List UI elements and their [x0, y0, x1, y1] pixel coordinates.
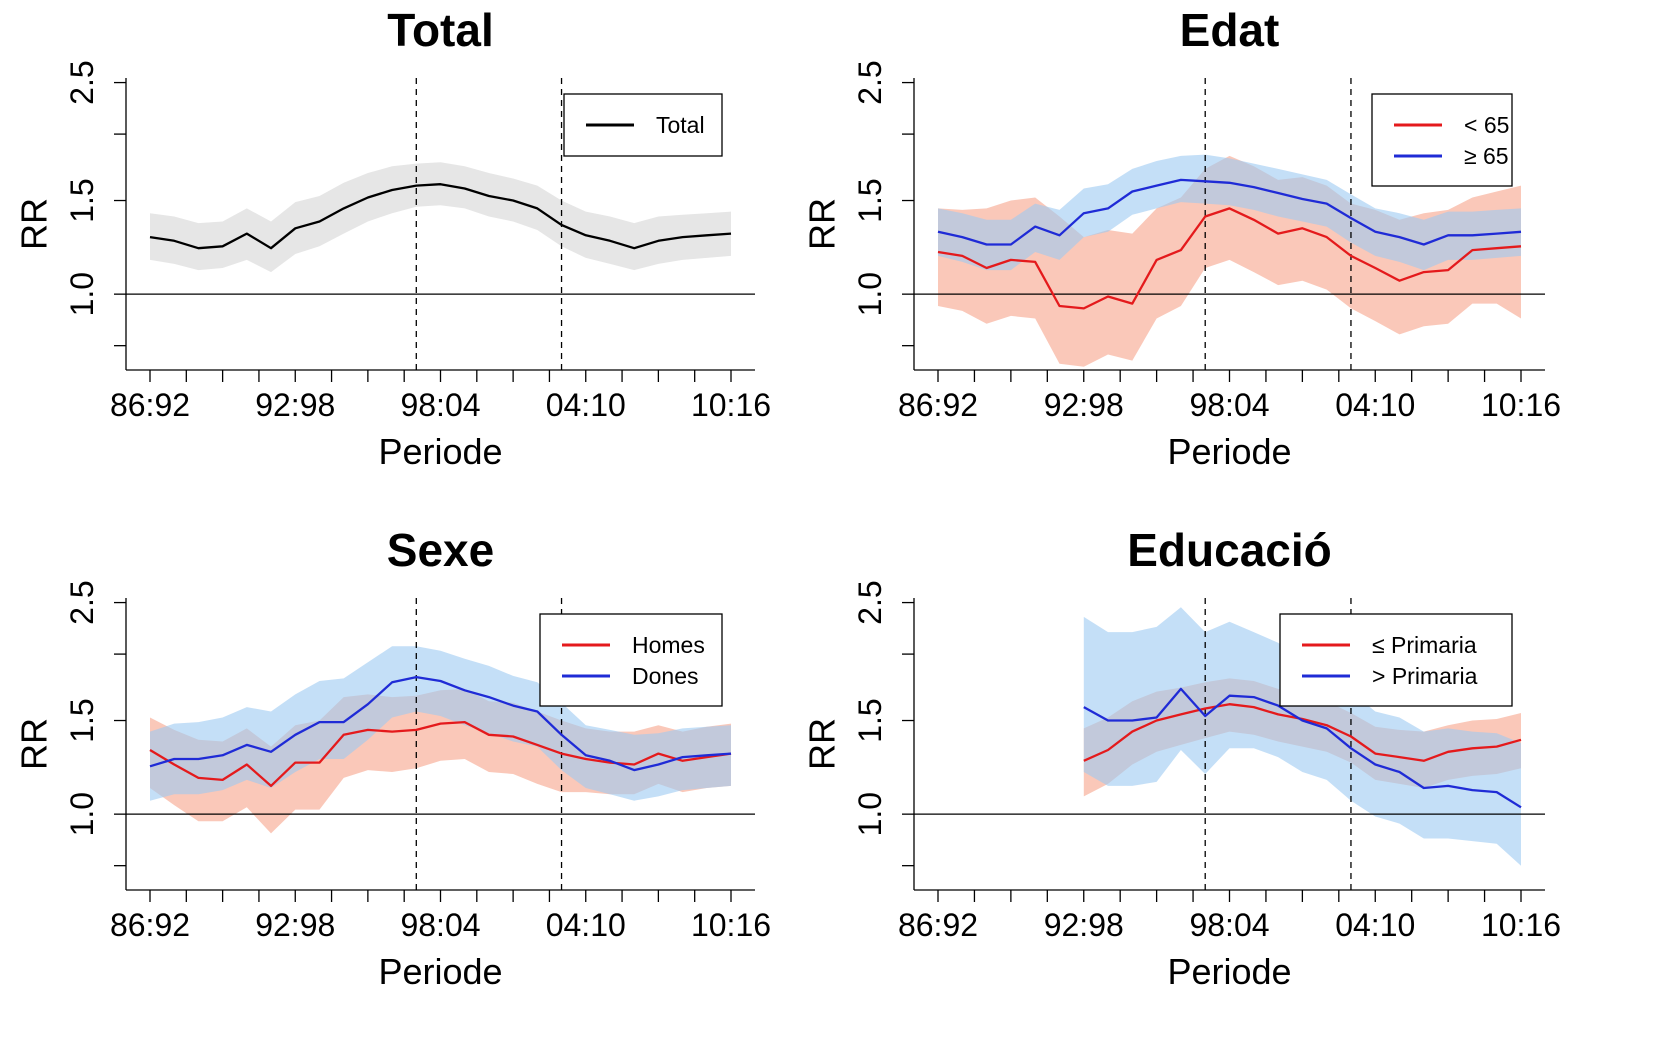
legend-label-2: ≥ 65: [1464, 143, 1509, 169]
series-line-2: [149, 675, 732, 772]
x-tick-label: 10:16: [1481, 907, 1561, 943]
panel-3: 1.0 1.5 2.5 86:92 92:98 98:04 04:10 10:16 Period…: [14, 524, 772, 992]
x-axis-title: Periode: [1167, 431, 1291, 472]
y-axis-title: RR: [14, 198, 55, 250]
x-tick-label: 98:04: [400, 907, 480, 943]
y-tick-label: 2.5: [64, 580, 100, 624]
legend-label-2: Dones: [632, 663, 698, 689]
y-tick-label: 2.5: [64, 60, 100, 104]
series-line-1: [149, 720, 732, 788]
panel-title: Educació: [1127, 524, 1332, 576]
ci-band-1: [150, 688, 731, 834]
series-line-2: [1083, 687, 1522, 809]
ci-band-1: [150, 162, 731, 273]
legend: Homes Dones: [539, 613, 723, 707]
y-tick-label: 1.0: [852, 272, 888, 316]
panel-title: Sexe: [387, 524, 494, 576]
series-line-1: [1083, 703, 1522, 762]
plot-area: [914, 598, 1545, 890]
legend-box: [1279, 613, 1513, 707]
panel-4: 1.0 1.5 2.5 86:92 92:98 98:04 04:10 10:16 Period…: [802, 524, 1562, 992]
legend-box: [1371, 93, 1513, 187]
plot-area: [126, 78, 755, 370]
y-tick-label: 1.0: [852, 792, 888, 836]
x-tick-label: 10:16: [1481, 387, 1561, 423]
y-tick-label: 1.0: [64, 272, 100, 316]
x-tick-label: 86:92: [110, 907, 190, 943]
panel-2: 1.0 1.5 2.5 86:92 92:98 98:04 04:10 10:16 Period…: [802, 4, 1562, 472]
x-tick-label: 98:04: [1189, 387, 1269, 423]
legend-label-2: > Primaria: [1372, 663, 1478, 689]
legend-label-1: Total: [656, 112, 705, 138]
legend-box: [539, 613, 723, 707]
x-tick-label: 04:10: [546, 387, 626, 423]
y-tick-label: 2.5: [852, 60, 888, 104]
x-tick-label: 04:10: [1335, 907, 1415, 943]
ci-band-2: [938, 154, 1521, 271]
y-axis-title: RR: [802, 718, 843, 770]
series-line-1: [149, 183, 732, 250]
y-tick-label: 1.5: [64, 178, 100, 222]
series-line-2: [937, 178, 1522, 246]
x-tick-label: 10:16: [691, 387, 771, 423]
x-tick-label: 86:92: [110, 387, 190, 423]
plot-area: [126, 598, 755, 890]
x-tick-label: 92:98: [1044, 907, 1124, 943]
x-tick-label: 86:92: [898, 907, 978, 943]
panel-title: Total: [387, 4, 493, 56]
y-tick-label: 2.5: [852, 580, 888, 624]
legend: < 65 ≥ 65: [1371, 93, 1513, 187]
x-tick-label: 98:04: [400, 387, 480, 423]
x-axis-title: Periode: [1167, 951, 1291, 992]
x-axis-title: Periode: [378, 431, 502, 472]
y-axis-title: RR: [802, 198, 843, 250]
x-tick-label: 92:98: [255, 907, 335, 943]
x-tick-label: 86:92: [898, 387, 978, 423]
series-line-1: [937, 207, 1522, 310]
ci-band-1: [938, 155, 1521, 367]
y-tick-label: 1.5: [852, 178, 888, 222]
legend-label-1: < 65: [1464, 112, 1509, 138]
x-axis-title: Periode: [378, 951, 502, 992]
legend: Total: [563, 93, 723, 157]
legend-label-1: Homes: [632, 632, 705, 658]
ci-band-2: [1083, 607, 1521, 866]
x-tick-label: 04:10: [546, 907, 626, 943]
x-tick-label: 04:10: [1335, 387, 1415, 423]
x-tick-label: 92:98: [255, 387, 335, 423]
panel-1: 1.0 1.5 2.5 86:92 92:98 98:04 04:10 10:16 Period…: [14, 4, 772, 472]
legend: ≤ Primaria > Primaria: [1279, 613, 1513, 707]
legend-label-1: ≤ Primaria: [1372, 632, 1477, 658]
plot-area: [914, 78, 1545, 370]
panel-title: Edat: [1180, 4, 1280, 56]
y-tick-label: 1.5: [852, 698, 888, 742]
y-tick-label: 1.0: [64, 792, 100, 836]
y-tick-label: 1.5: [64, 698, 100, 742]
y-axis-title: RR: [14, 718, 55, 770]
x-tick-label: 92:98: [1044, 387, 1124, 423]
x-tick-label: 98:04: [1189, 907, 1269, 943]
x-tick-label: 10:16: [691, 907, 771, 943]
